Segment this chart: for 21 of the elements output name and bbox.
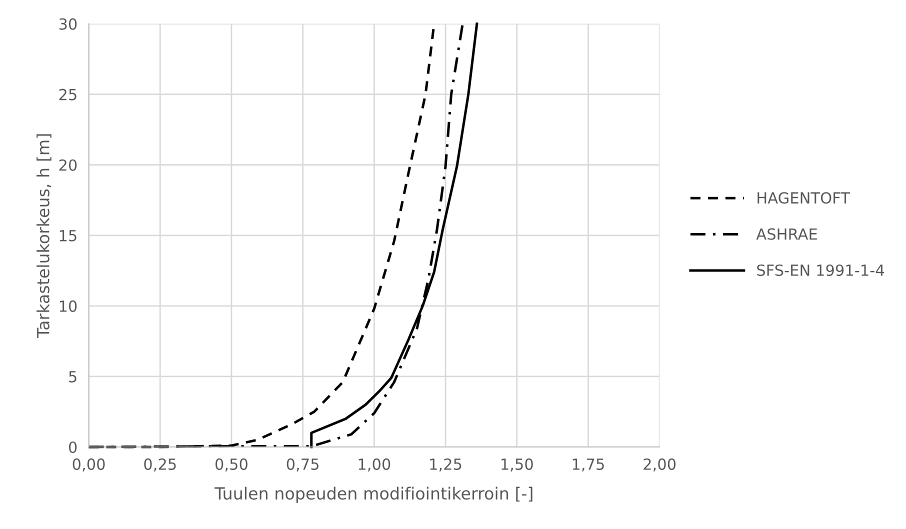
x-tick-label: 0,00	[72, 458, 105, 472]
x-axis-title: Tuulen nopeuden modifiointikerroin [-]	[214, 486, 532, 503]
x-tick-label: 2,00	[644, 458, 676, 472]
legend-label: HAGENTOFT	[758, 192, 850, 204]
x-tick-label: 1,25	[430, 458, 462, 472]
y-tick-label: 15	[60, 230, 76, 242]
x-tick-label: 1,00	[358, 458, 390, 472]
x-tick-label: 1,50	[502, 458, 533, 472]
x-tick-label: 0,50	[215, 458, 248, 472]
x-tick-label: 0,25	[144, 458, 176, 472]
x-tick-label: 0,75	[286, 458, 319, 472]
y-tick-label: 20	[59, 159, 77, 171]
legend-label: SFS-EN 1991-1-4	[757, 264, 884, 276]
y-tick-label: 0	[68, 441, 77, 454]
y-tick-label: 5	[69, 371, 76, 382]
y-tick-label: 30	[59, 18, 77, 30]
legend-label: ASHRAE	[756, 228, 817, 240]
y-tick-label: 10	[60, 300, 77, 312]
x-tick-label: 1,75	[572, 458, 604, 472]
y-tick-label: 25	[59, 88, 76, 100]
y-axis-title: Tarkastelukorkeus, h [m]	[36, 134, 52, 338]
